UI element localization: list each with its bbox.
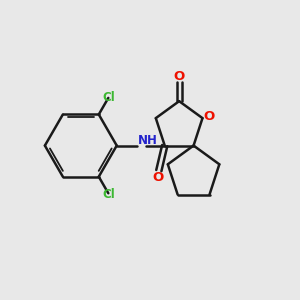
Text: O: O [173, 70, 185, 83]
Text: O: O [203, 110, 214, 124]
Text: NH: NH [138, 134, 158, 147]
Text: Cl: Cl [102, 188, 115, 201]
Text: O: O [153, 171, 164, 184]
Text: Cl: Cl [102, 91, 115, 103]
